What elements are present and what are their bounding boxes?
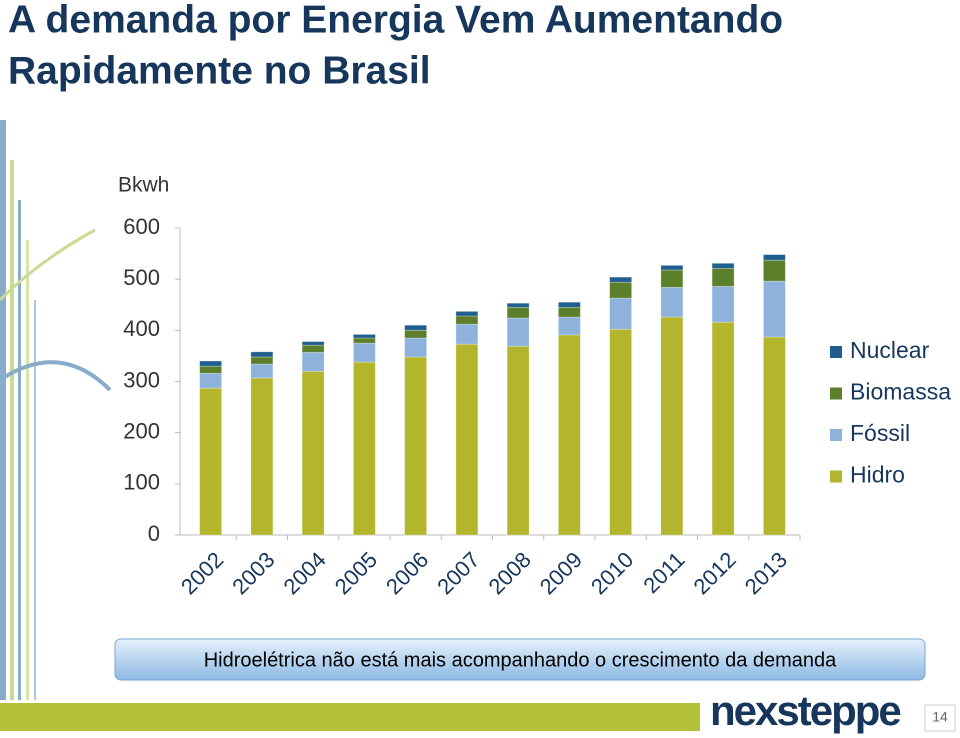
bar-segment: [762, 259, 786, 282]
bar-segment: [711, 285, 735, 323]
bar-segment: [557, 301, 581, 308]
x-tick-label: 2003: [227, 547, 279, 599]
bar-segment: [660, 264, 684, 271]
bar-segment: [660, 316, 684, 536]
bar-segment: [711, 268, 735, 287]
legend-swatch: [830, 429, 842, 441]
logo: nexsteppe: [710, 687, 900, 734]
y-tick-label: 400: [123, 316, 160, 341]
x-tick-label: 2004: [278, 547, 330, 599]
page-box: [924, 704, 956, 732]
bar-segment: [506, 345, 530, 536]
bar-segment: [455, 311, 479, 317]
bar-segment: [455, 343, 479, 536]
x-tick-label: 2013: [740, 547, 792, 599]
legend-label: Hidro: [850, 462, 905, 488]
bar-segment: [301, 341, 325, 346]
x-tick-label: 2008: [483, 547, 535, 599]
caption: Hidroelétrica não está mais acompanhando…: [204, 649, 837, 671]
bar-segment: [455, 315, 479, 325]
bar-segment: [609, 297, 633, 330]
bar-segment: [199, 360, 223, 367]
x-tick-label: 2005: [330, 547, 382, 599]
x-tick-label: 2006: [381, 547, 433, 599]
y-tick-label: 100: [123, 470, 160, 495]
bar-segment: [506, 317, 530, 347]
x-tick-label: 2012: [688, 547, 740, 599]
bar-segment: [711, 321, 735, 536]
bar-segment: [301, 370, 325, 536]
x-tick-label: 2002: [176, 547, 228, 599]
bar-segment: [455, 323, 479, 345]
bar-segment: [557, 306, 581, 318]
legend-label: Nuclear: [850, 337, 930, 363]
bar-segment: [660, 286, 684, 318]
bar-segment: [301, 351, 325, 372]
y-tick-label: 0: [148, 521, 160, 546]
bar-segment: [711, 262, 735, 269]
bar-segment: [404, 329, 428, 339]
bar-segment: [199, 387, 223, 536]
bar-segment: [762, 336, 786, 536]
bar-segment: [250, 351, 274, 358]
x-tick-label: 2007: [432, 547, 484, 599]
bar-segment: [301, 344, 325, 353]
bar-segment: [352, 342, 376, 363]
bar-segment: [199, 372, 223, 389]
bar-segment: [199, 365, 223, 374]
bar-segment: [609, 276, 633, 283]
bar-segment: [557, 316, 581, 336]
bar-segment: [609, 281, 633, 299]
bar-segment: [762, 280, 786, 338]
bar-segment: [609, 328, 633, 536]
bar-segment: [250, 363, 274, 379]
bar-segment: [352, 337, 376, 344]
x-tick-label: 2009: [535, 547, 587, 599]
legend-label: Biomassa: [850, 379, 951, 405]
y-axis-label: Bkwh: [118, 174, 169, 197]
bar-segment: [506, 306, 530, 319]
legend-swatch: [830, 346, 842, 358]
decoration: [0, 120, 112, 700]
bar-segment: [660, 269, 684, 288]
y-tick-label: 300: [123, 367, 160, 392]
bar-segment: [404, 324, 428, 331]
bar-segment: [352, 334, 376, 339]
bar-segment: [404, 337, 428, 358]
bar-segment: [250, 377, 274, 536]
x-tick-label: 2010: [586, 547, 638, 599]
title-line: A demanda por Energia Vem Aumentando: [8, 0, 783, 41]
bar-segment: [404, 356, 428, 536]
bar-segment: [762, 254, 786, 261]
bar-segment: [250, 356, 274, 365]
legend-swatch: [830, 470, 842, 483]
bar-segment: [557, 334, 581, 536]
page-number: 14: [932, 709, 948, 725]
bar-segment: [352, 361, 376, 536]
y-tick-label: 200: [123, 418, 160, 443]
caption-box: [114, 638, 926, 681]
y-tick-label: 500: [123, 265, 160, 290]
legend-swatch: [830, 387, 842, 400]
bar-segment: [506, 302, 530, 308]
x-tick-label: 2011: [638, 547, 689, 598]
legend-label: Fóssil: [850, 420, 910, 446]
y-tick-label: 600: [123, 214, 160, 239]
footer-band: [0, 703, 700, 731]
title-line: Rapidamente no Brasil: [8, 49, 431, 92]
